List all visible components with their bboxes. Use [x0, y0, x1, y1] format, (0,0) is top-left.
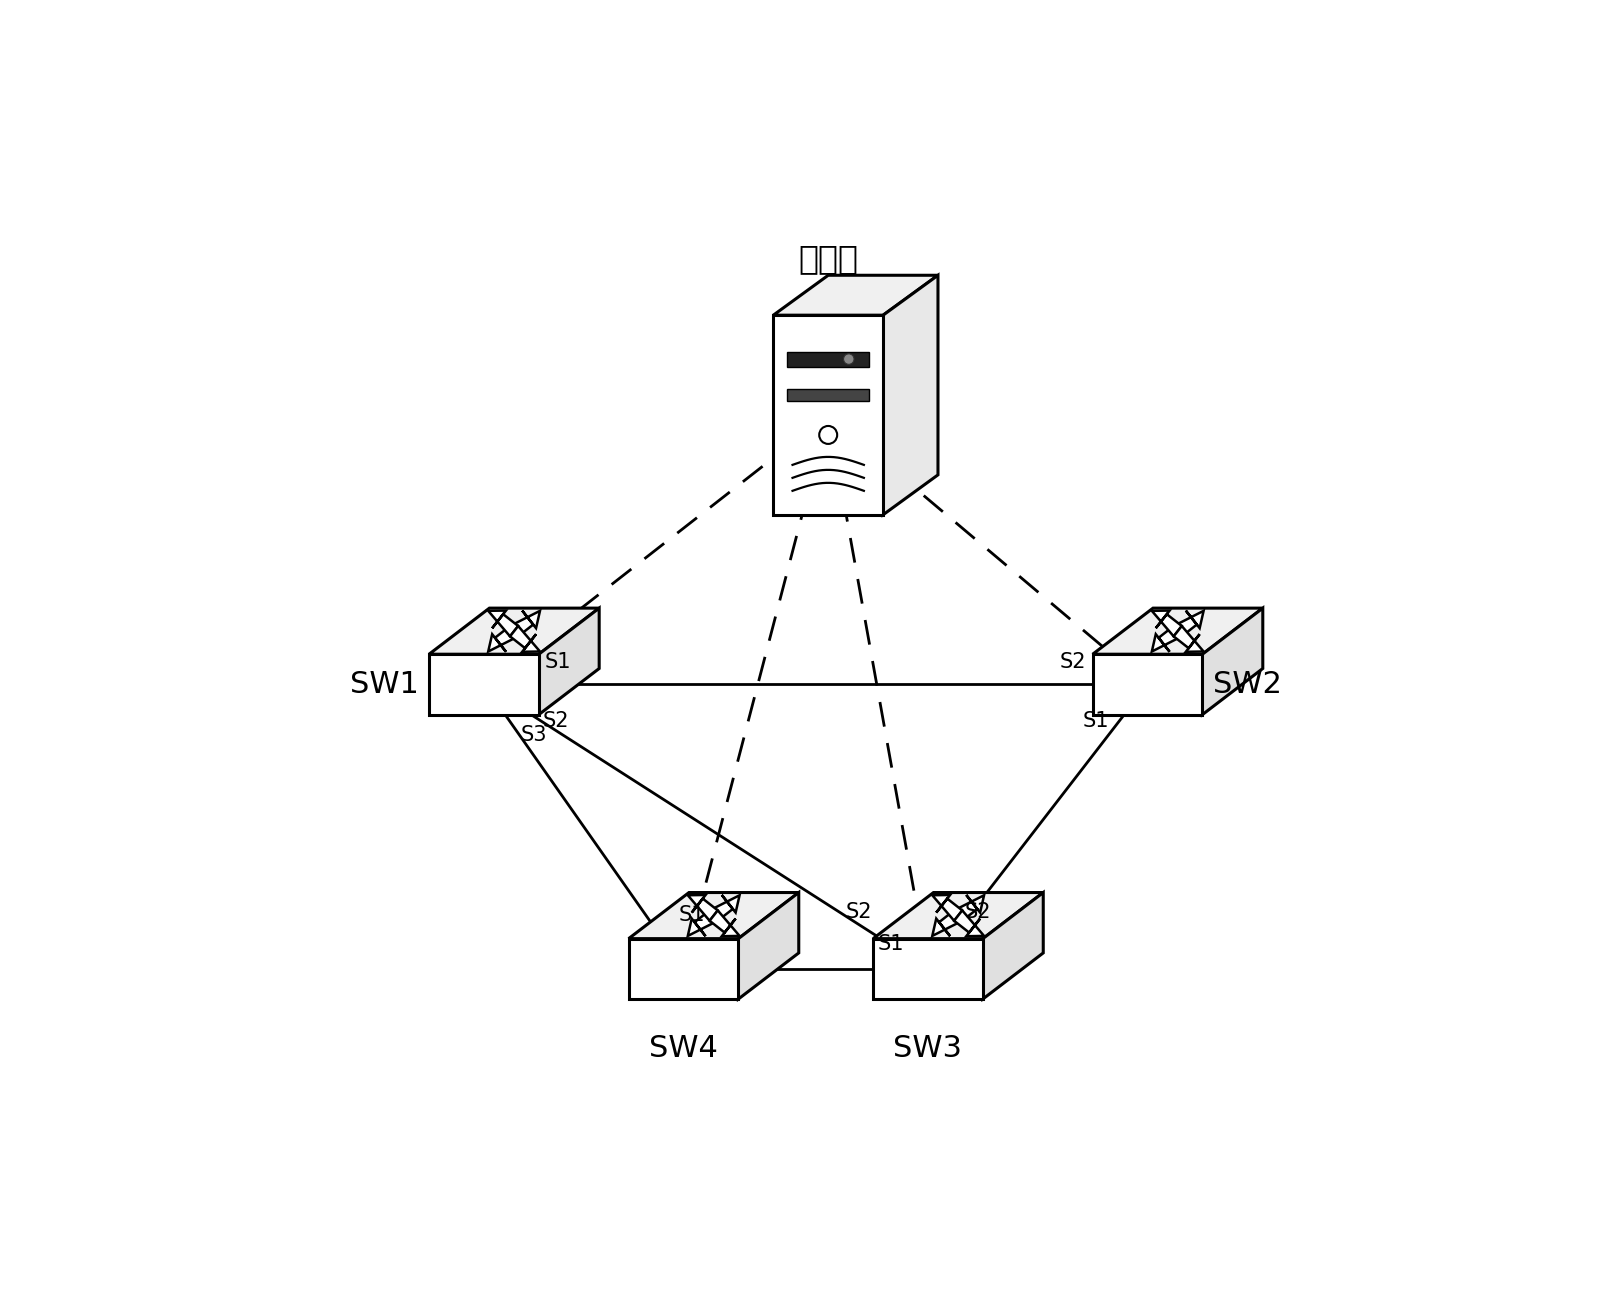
Text: S1: S1: [679, 906, 705, 925]
Circle shape: [844, 354, 853, 364]
Polygon shape: [629, 893, 798, 938]
Text: SW1: SW1: [349, 670, 419, 699]
Polygon shape: [1152, 610, 1181, 636]
Polygon shape: [983, 893, 1044, 999]
Text: S2: S2: [1060, 652, 1086, 673]
Polygon shape: [873, 893, 1044, 938]
Polygon shape: [787, 351, 869, 367]
Text: SW2: SW2: [1214, 670, 1281, 699]
Polygon shape: [882, 275, 937, 515]
Text: S2: S2: [965, 902, 991, 923]
Polygon shape: [1173, 610, 1204, 636]
Text: S1: S1: [877, 934, 903, 954]
Polygon shape: [1173, 626, 1204, 652]
Polygon shape: [428, 608, 600, 654]
Polygon shape: [787, 389, 869, 400]
Polygon shape: [953, 910, 984, 936]
Polygon shape: [1152, 626, 1181, 652]
Polygon shape: [511, 626, 540, 652]
Text: S1: S1: [545, 652, 572, 673]
Text: 控制器: 控制器: [798, 242, 858, 275]
Polygon shape: [629, 938, 739, 999]
Polygon shape: [1202, 608, 1262, 714]
Polygon shape: [1092, 608, 1262, 654]
Polygon shape: [709, 910, 740, 936]
Text: S1: S1: [1083, 710, 1109, 731]
Polygon shape: [688, 910, 718, 936]
Polygon shape: [774, 275, 937, 315]
Polygon shape: [688, 896, 718, 920]
Polygon shape: [538, 608, 600, 714]
Polygon shape: [511, 610, 540, 636]
Polygon shape: [488, 626, 519, 652]
Polygon shape: [932, 910, 962, 936]
Polygon shape: [428, 654, 538, 714]
Polygon shape: [709, 896, 740, 920]
Polygon shape: [953, 896, 984, 920]
Polygon shape: [774, 315, 882, 515]
Polygon shape: [873, 938, 983, 999]
Polygon shape: [1092, 654, 1202, 714]
Polygon shape: [932, 896, 962, 920]
Text: SW3: SW3: [894, 1034, 963, 1063]
Text: S3: S3: [520, 724, 548, 745]
Circle shape: [819, 426, 837, 445]
Text: S2: S2: [845, 902, 873, 923]
Polygon shape: [488, 610, 519, 636]
Polygon shape: [739, 893, 798, 999]
Text: SW4: SW4: [650, 1034, 718, 1063]
Text: S2: S2: [543, 710, 569, 731]
